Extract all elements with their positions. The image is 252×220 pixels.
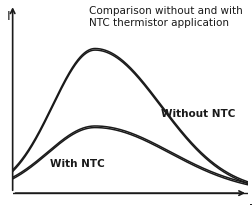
Text: T: T	[249, 203, 252, 216]
Text: With NTC: With NTC	[50, 159, 105, 169]
Text: I: I	[7, 10, 10, 23]
Text: Comparison without and with
NTC thermistor application: Comparison without and with NTC thermist…	[89, 6, 242, 28]
Text: Without NTC: Without NTC	[160, 109, 234, 119]
